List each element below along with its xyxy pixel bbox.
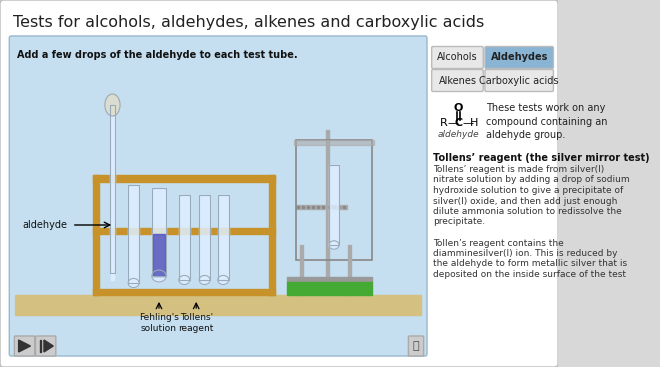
Bar [218,195,229,280]
Bar [152,188,166,276]
Bar [199,195,210,280]
Bar [179,195,190,280]
Text: Carboxylic acids: Carboxylic acids [479,76,559,86]
Text: O: O [453,103,463,113]
Polygon shape [44,340,53,352]
Text: Alkenes: Alkenes [438,76,477,86]
Text: ⤢: ⤢ [412,341,419,351]
Bar [93,175,99,295]
FancyBboxPatch shape [36,336,56,356]
Bar [179,195,190,280]
Text: dilute ammonia solution to redissolve the: dilute ammonia solution to redissolve th… [433,207,622,216]
Text: Add a few drops of the aldehyde to each test tube.: Add a few drops of the aldehyde to each … [17,50,298,60]
Ellipse shape [329,241,339,249]
Bar [111,270,114,280]
Text: silver(I) oxide, and then add just enough: silver(I) oxide, and then add just enoug… [433,196,617,206]
FancyBboxPatch shape [9,36,427,356]
Bar [152,188,166,276]
Bar [329,165,339,245]
FancyBboxPatch shape [432,47,483,69]
Text: Tollen’s reagent contains the: Tollen’s reagent contains the [433,239,564,247]
Bar [15,295,421,315]
Ellipse shape [218,276,229,284]
Text: diamminesilver(I) ion. This is reduced by: diamminesilver(I) ion. This is reduced b… [433,249,618,258]
Bar [199,195,210,280]
FancyBboxPatch shape [409,336,424,356]
Bar [288,277,372,282]
Bar [329,165,339,245]
Bar [152,234,165,276]
Text: —: — [447,118,459,128]
Text: H: H [470,118,478,128]
Ellipse shape [199,276,210,284]
Ellipse shape [179,276,190,284]
Bar [93,175,275,182]
Text: deposited on the inside surface of the test: deposited on the inside surface of the t… [433,270,626,279]
Text: Aldehydes: Aldehydes [490,52,548,62]
FancyBboxPatch shape [15,336,35,356]
Bar [294,140,374,145]
FancyBboxPatch shape [0,0,558,367]
FancyBboxPatch shape [485,47,554,69]
Text: hydroxide solution to give a precipitate of: hydroxide solution to give a precipitate… [433,186,623,195]
Bar [110,105,115,273]
Bar [218,195,229,280]
Ellipse shape [152,270,166,282]
Text: —: — [463,118,474,128]
Text: R: R [440,118,447,128]
Ellipse shape [105,94,120,116]
FancyBboxPatch shape [485,69,554,91]
Bar [296,140,372,260]
FancyBboxPatch shape [432,69,483,91]
Text: precipitate.: precipitate. [433,218,485,226]
Bar [269,175,275,295]
Text: Tollens’ reagent is made from silver(I): Tollens’ reagent is made from silver(I) [433,165,604,174]
Text: aldehyde: aldehyde [22,220,67,230]
Text: Fehling's
solution: Fehling's solution [139,313,179,333]
Bar [296,140,372,260]
Bar [325,130,329,295]
Polygon shape [18,340,30,352]
Ellipse shape [128,279,139,288]
Bar [128,185,139,283]
Bar [40,340,42,352]
Bar [110,105,115,273]
Bar [296,205,346,209]
Text: Alcohols: Alcohols [437,52,478,62]
Bar [300,245,303,295]
Bar [128,185,139,283]
Bar [348,245,351,295]
Text: the aldehyde to form metallic silver that is: the aldehyde to form metallic silver tha… [433,259,627,269]
Text: nitrate solution by adding a drop of sodium: nitrate solution by adding a drop of sod… [433,175,630,185]
Text: These tests work on any
compound containing an
aldehyde group.: These tests work on any compound contain… [486,103,608,140]
Bar [93,289,275,295]
Bar [93,228,275,234]
Text: aldehyde: aldehyde [438,130,479,139]
Text: Tests for alcohols, aldehydes, alkenes and carboxylic acids: Tests for alcohols, aldehydes, alkenes a… [13,15,484,29]
Bar [288,282,372,295]
Text: Tollens'
reagent: Tollens' reagent [178,313,214,333]
Text: C: C [455,118,463,128]
Text: Tollens’ reagent (the silver mirror test): Tollens’ reagent (the silver mirror test… [433,153,649,163]
